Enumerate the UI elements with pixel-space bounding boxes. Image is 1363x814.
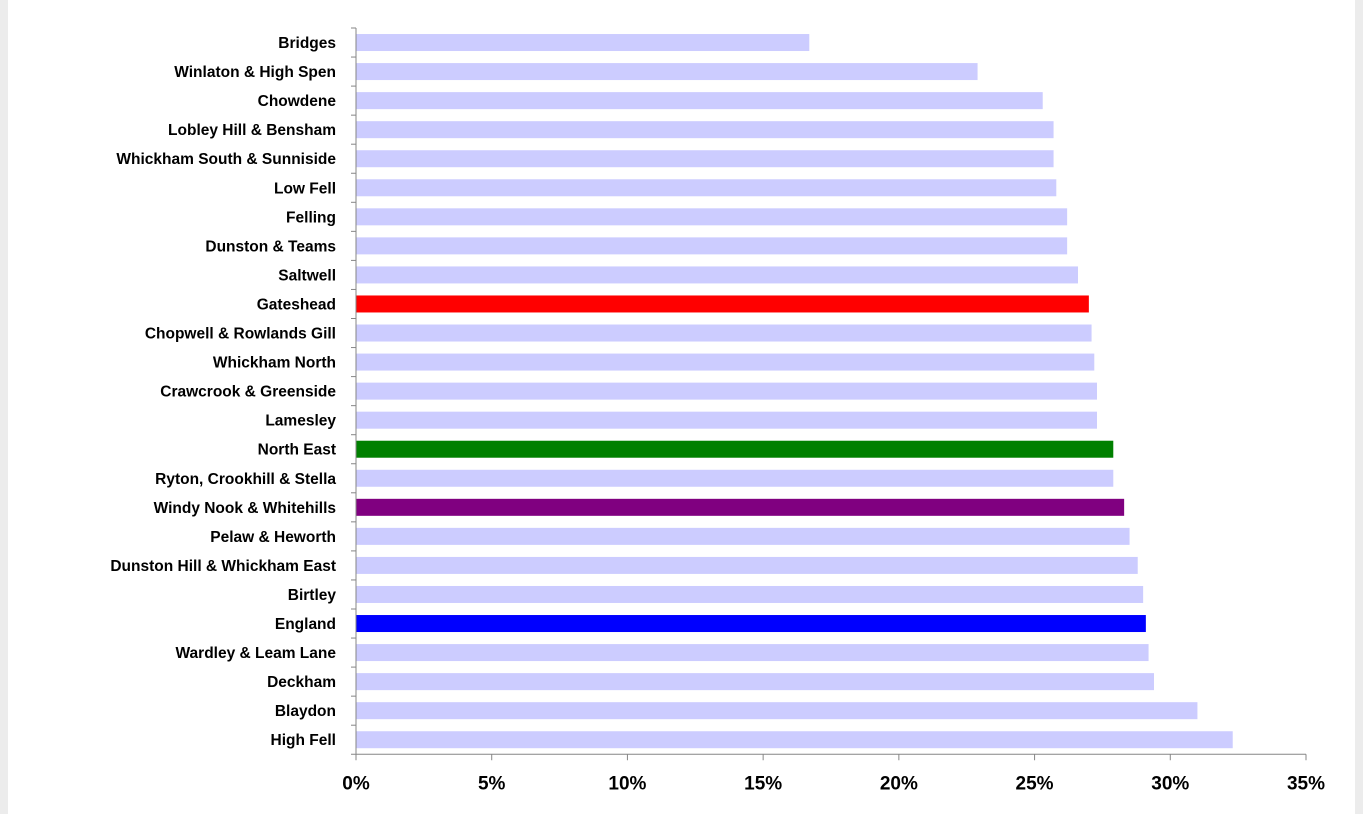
- tick-labels: 0% 5% 10% 15% 20% 25% 30% 35%: [342, 773, 1325, 794]
- bar-dunston-hill-and-whickham-east: [356, 556, 1138, 574]
- bar-low-fell: [356, 179, 1057, 197]
- x-tick-label-5: 5%: [478, 773, 506, 794]
- category-labels: Bridges Winlaton & High Spen Chowdene Loble…: [110, 35, 336, 749]
- x-tick-label-15: 15%: [744, 773, 782, 794]
- bar-high-fell: [356, 731, 1233, 749]
- bar-crawcrook-and-greenside: [356, 382, 1097, 400]
- category-label-whickham-south-and-sunniside: Whickham South & Sunniside: [116, 151, 336, 168]
- category-label-blaydon: Blaydon: [275, 703, 336, 720]
- category-label-felling: Felling: [286, 209, 336, 226]
- bar-saltwell: [356, 266, 1078, 284]
- bar-birtley: [356, 585, 1144, 603]
- bar-chowdene: [356, 92, 1043, 110]
- bars-group: [356, 34, 1233, 749]
- bar-england: [356, 615, 1146, 633]
- bar-bridges: [356, 34, 810, 52]
- x-tick-label-20: 20%: [880, 773, 918, 794]
- bar-north-east: [356, 440, 1114, 458]
- x-tick-label-25: 25%: [1016, 773, 1054, 794]
- category-label-saltwell: Saltwell: [278, 267, 336, 284]
- category-label-bridges: Bridges: [278, 35, 336, 52]
- category-label-dunston-hill-and-whickham-east: Dunston Hill & Whickham East: [110, 558, 336, 575]
- bar-ryton-crookhill-and-stella: [356, 469, 1114, 487]
- x-tick-label-0: 0%: [342, 773, 370, 794]
- category-label-low-fell: Low Fell: [274, 180, 336, 197]
- bar-winlaton-and-high-spen: [356, 63, 978, 81]
- bar-wardley-and-leam-lane: [356, 644, 1149, 662]
- category-label-winlaton-and-high-spen: Winlaton & High Spen: [174, 64, 336, 81]
- category-label-crawcrook-and-greenside: Crawcrook & Greenside: [160, 384, 336, 401]
- bar-blaydon: [356, 702, 1198, 720]
- bar-deckham: [356, 673, 1154, 691]
- bar-dunston-and-teams: [356, 237, 1068, 255]
- category-label-high-fell: High Fell: [271, 732, 336, 749]
- category-label-ryton-crookhill-and-stella: Ryton, Crookhill & Stella: [155, 471, 336, 488]
- category-label-deckham: Deckham: [267, 674, 336, 691]
- category-label-gateshead: Gateshead: [257, 296, 336, 313]
- category-label-england: England: [275, 616, 336, 633]
- category-label-dunston-and-teams: Dunston & Teams: [205, 238, 336, 255]
- axes-group: [351, 27, 1307, 761]
- category-label-pelaw-and-heworth: Pelaw & Heworth: [210, 529, 336, 546]
- bar-chopwell-and-rowlands-gill: [356, 324, 1092, 342]
- bar-whickham-north: [356, 353, 1095, 371]
- category-label-whickham-north: Whickham North: [213, 355, 336, 372]
- category-label-chowdene: Chowdene: [258, 93, 337, 110]
- category-label-lobley-hill-and-bensham: Lobley Hill & Bensham: [168, 122, 336, 139]
- category-label-chopwell-and-rowlands-gill: Chopwell & Rowlands Gill: [145, 326, 336, 343]
- bar-gateshead: [356, 295, 1089, 313]
- bar-lobley-hill-and-bensham: [356, 121, 1054, 139]
- bar-windy-nook-and-whitehills: [356, 498, 1125, 516]
- category-label-north-east: North East: [258, 442, 336, 459]
- bar-lamesley: [356, 411, 1097, 429]
- category-label-birtley: Birtley: [288, 587, 337, 604]
- x-tick-label-35: 35%: [1287, 773, 1325, 794]
- category-label-lamesley: Lamesley: [265, 413, 336, 430]
- category-label-windy-nook-and-whitehills: Windy Nook & Whitehills: [154, 500, 336, 517]
- bar-felling: [356, 208, 1068, 226]
- x-tick-label-30: 30%: [1151, 773, 1189, 794]
- bar-chart: Bridges Winlaton & High Spen Chowdene Loble…: [110, 27, 1325, 794]
- bar-whickham-south-and-sunniside: [356, 150, 1054, 168]
- bar-pelaw-and-heworth: [356, 527, 1130, 545]
- category-label-wardley-and-leam-lane: Wardley & Leam Lane: [175, 645, 336, 662]
- x-tick-label-10: 10%: [608, 773, 646, 794]
- chart-frame: Bridges Winlaton & High Spen Chowdene Loble…: [8, 0, 1355, 814]
